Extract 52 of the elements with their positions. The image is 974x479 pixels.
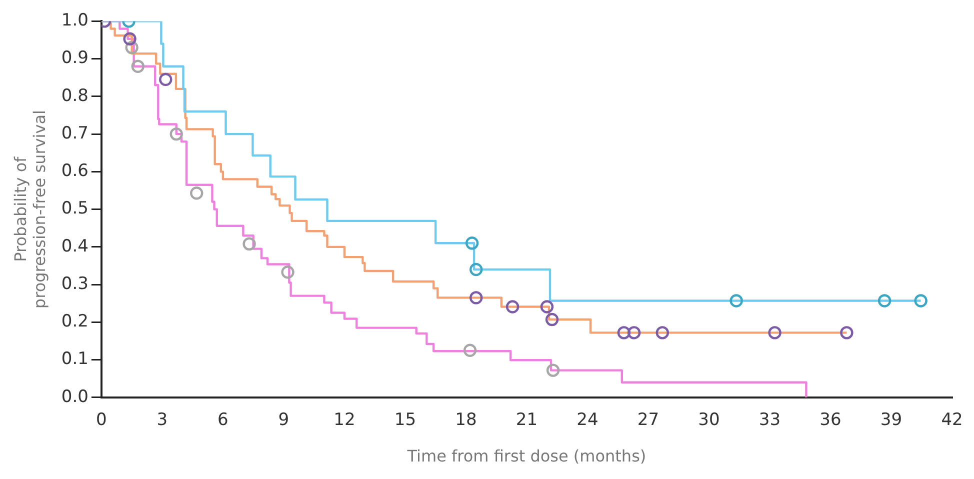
point: [469, 291, 483, 304]
point: [159, 72, 172, 86]
x-tick-label: 39: [880, 410, 902, 430]
point: [627, 326, 641, 340]
x-tick-label: 9: [278, 410, 290, 430]
y-tick-label: 1.0: [61, 10, 88, 31]
point: [914, 294, 928, 308]
y-tick-label: 0.1: [61, 349, 88, 370]
point: [131, 60, 144, 73]
x-tick-label: 12: [334, 410, 356, 430]
point: [463, 344, 477, 357]
point: [546, 364, 560, 377]
x-tick-label: 33: [758, 410, 781, 430]
point: [768, 326, 782, 340]
x-tick-label: 3: [156, 410, 168, 430]
point: [123, 32, 136, 46]
y-tick-label: 0.3: [61, 274, 88, 294]
x-tick-label: 36: [820, 410, 842, 430]
point: [730, 294, 743, 308]
y-tick-label: 0.7: [61, 123, 88, 144]
x-axis-title: Time from first dose (months): [406, 446, 646, 466]
point: [878, 294, 892, 308]
point: [469, 262, 483, 276]
x-tick-label: 21: [516, 410, 538, 430]
y-tick-label: 0.8: [61, 86, 88, 106]
x-tick-label: 6: [218, 410, 228, 430]
point: [242, 237, 256, 251]
point: [617, 326, 631, 340]
x-tick-label: 24: [576, 410, 598, 430]
y-tick-label: 0.6: [61, 161, 88, 182]
point: [545, 312, 559, 326]
point: [656, 326, 670, 340]
x-tick-label: 15: [394, 410, 416, 430]
y-tick-label: 0.5: [61, 198, 88, 219]
point: [540, 300, 554, 314]
y-tick-label: 0.4: [61, 236, 88, 256]
x-tick-label: 0: [96, 410, 107, 430]
y-tick-label: 0.0: [61, 386, 88, 407]
point: [170, 127, 183, 141]
point: [506, 300, 520, 314]
x-tick-label: 30: [698, 410, 720, 430]
x-tick-label: 27: [637, 410, 660, 430]
point: [125, 40, 138, 54]
x-tick-label: 18: [455, 410, 477, 430]
point: [281, 266, 294, 279]
x-tick-label: 42: [941, 410, 963, 430]
point: [465, 236, 479, 250]
y-tick-label: 0.2: [61, 312, 88, 332]
point: [840, 326, 854, 340]
point: [190, 186, 204, 200]
y-axis-title: Probability of progression-free survival: [10, 110, 49, 309]
y-tick-label: 0.9: [61, 48, 88, 68]
